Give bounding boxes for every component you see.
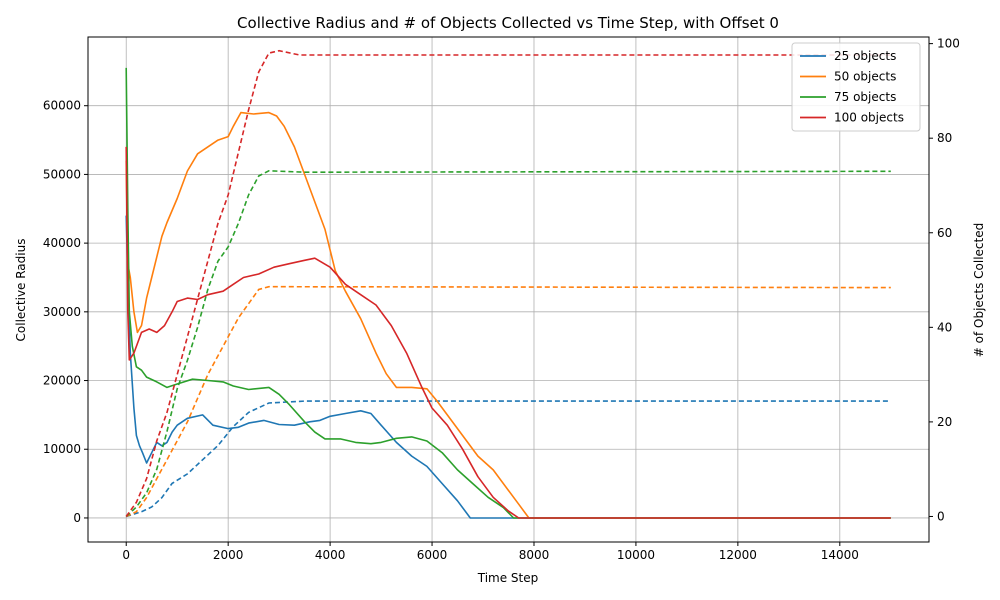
x-tick-label: 8000: [519, 548, 550, 562]
y-axis-left: 0 10000 20000 30000 40000 50000 60000: [43, 99, 88, 525]
legend-label: 75 objects: [834, 90, 896, 104]
x-tick-label: 2000: [213, 548, 244, 562]
y-axis-right: 0 20 40 60 80 100: [929, 37, 960, 523]
y-right-tick-label: 0: [937, 509, 945, 523]
y-left-tick-label: 30000: [43, 305, 81, 319]
x-tick-label: 14000: [821, 548, 859, 562]
radius-line-100-objects: [125, 146, 891, 519]
x-tick-label: 6000: [417, 548, 448, 562]
legend-box: [791, 42, 921, 132]
plot-frame: [87, 36, 930, 543]
y-right-tick-label: 80: [937, 131, 952, 145]
legend-label: 50 objects: [834, 70, 896, 84]
x-axis: 0 2000 4000 6000 8000 10000 12000 14000: [122, 542, 859, 562]
y-axis-right-label: # of Objects Collected: [972, 223, 986, 357]
y-left-tick-label: 10000: [43, 442, 81, 456]
y-left-tick-label: 60000: [43, 99, 81, 113]
x-axis-label: Time Step: [477, 571, 539, 585]
collected-line-25-objects: [125, 400, 891, 518]
y-left-tick-label: 20000: [43, 374, 81, 388]
x-tick-label: 4000: [315, 548, 346, 562]
legend: 25 objects 50 objects 75 objects 100 object…: [791, 42, 921, 132]
y-left-tick-label: 40000: [43, 236, 81, 250]
y-right-tick-label: 20: [937, 415, 952, 429]
chart-title: Collective Radius and # of Objects Colle…: [237, 14, 779, 32]
y-right-tick-label: 40: [937, 320, 952, 334]
collected-line-75-objects: [125, 169, 891, 518]
x-tick-label: 12000: [719, 548, 757, 562]
radius-line-50-objects: [125, 111, 891, 519]
radius-line-75-objects: [125, 67, 891, 519]
y-right-tick-label: 60: [937, 226, 952, 240]
x-tick-label: 0: [122, 548, 130, 562]
series-layer: [125, 49, 891, 519]
y-left-tick-label: 0: [73, 511, 81, 525]
collected-line-50-objects: [125, 285, 891, 518]
radius-line-25-objects: [125, 215, 891, 519]
y-axis-left-label: Collective Radius: [14, 239, 28, 342]
x-tick-label: 10000: [617, 548, 655, 562]
y-left-tick-label: 50000: [43, 167, 81, 181]
legend-label: 25 objects: [834, 49, 896, 63]
y-right-tick-label: 100: [937, 37, 960, 51]
collected-line-100-objects: [125, 49, 891, 517]
legend-label: 100 objects: [834, 111, 904, 125]
